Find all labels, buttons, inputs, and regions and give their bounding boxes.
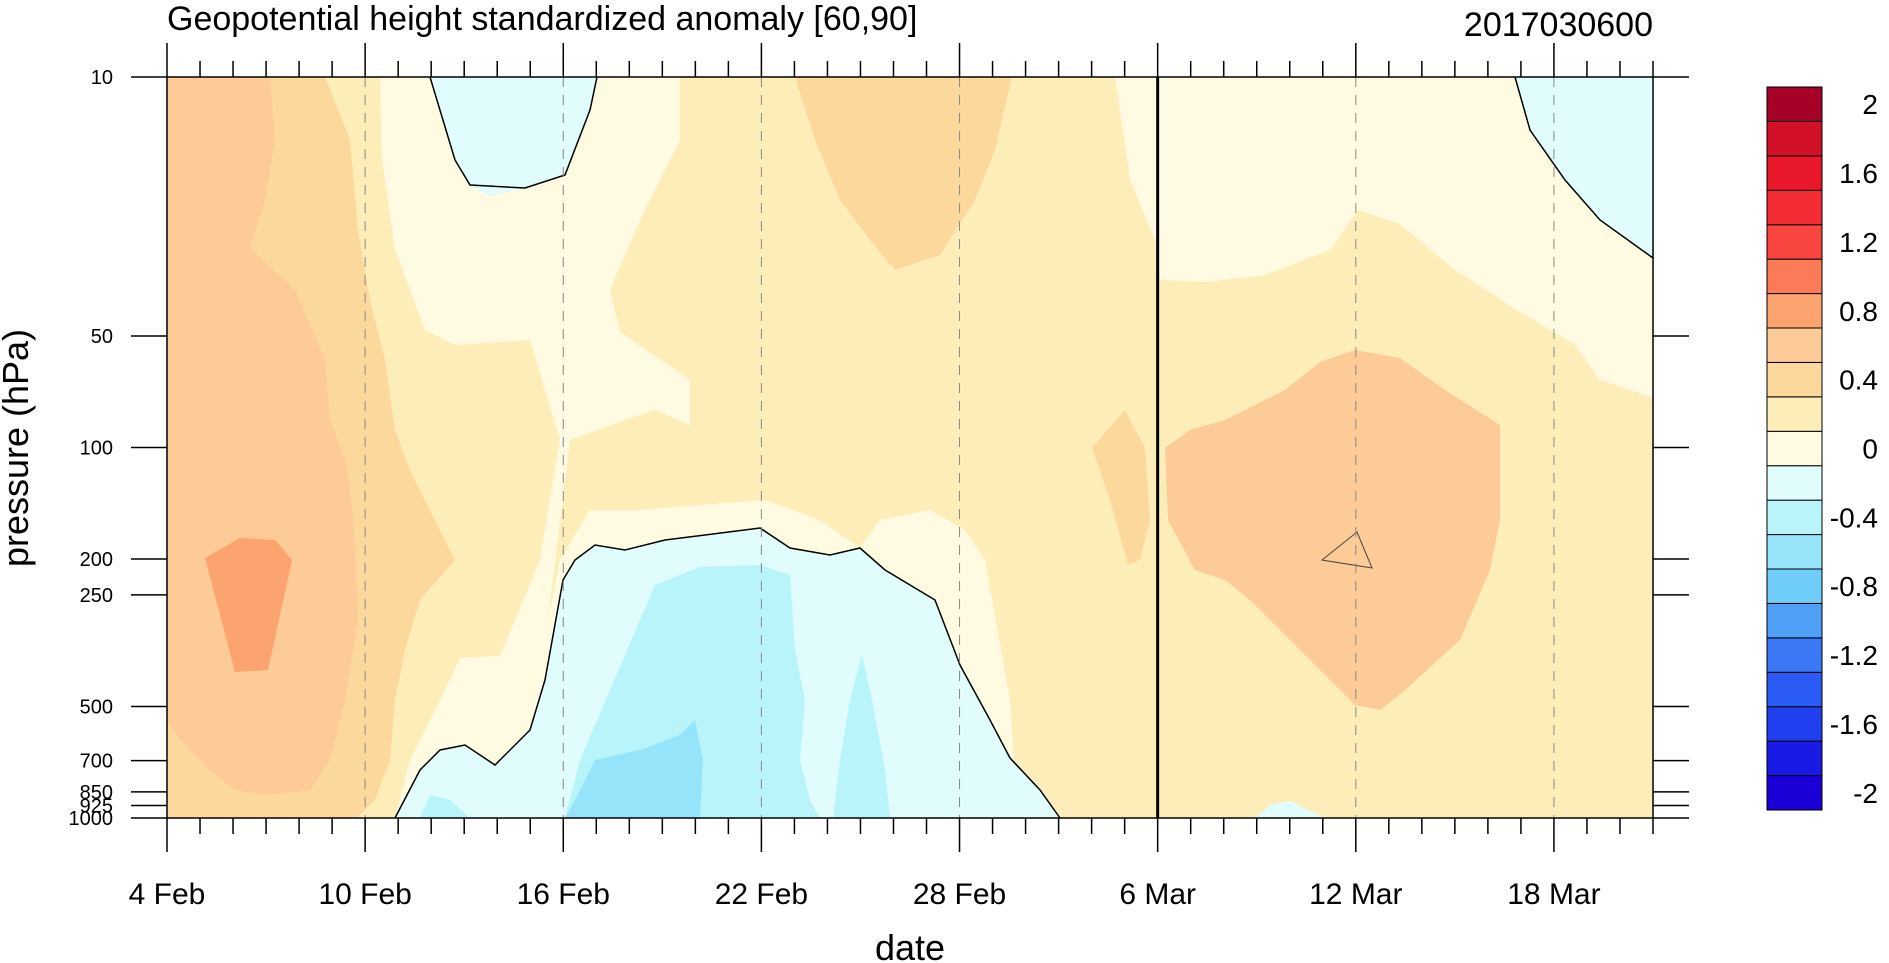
contour-band-neg0.2-to-0-top	[430, 77, 597, 196]
colorbar-label: 1.6	[1839, 158, 1878, 189]
colorbar-swatch	[1766, 430, 1823, 467]
y-axis-label: pressure (hPa)	[0, 329, 36, 567]
chart-date-stamp: 2017030600	[1464, 6, 1653, 44]
contour-band-neg0.2-to-0-small	[1255, 801, 1325, 818]
x-tick-label: 18 Mar	[1507, 878, 1600, 911]
x-tick-label: 22 Feb	[715, 878, 808, 911]
y-tick-label: 1000	[69, 808, 114, 830]
colorbar-label: -1.2	[1830, 640, 1878, 671]
contour-field	[167, 77, 1653, 818]
contour-line-topright	[1514, 77, 1653, 259]
contour-band-0.4-to-0.6-triangle	[1320, 531, 1373, 569]
colorbar-label: 0.8	[1839, 296, 1878, 327]
y-tick-label: 10	[91, 67, 113, 89]
colorbar-swatch	[1766, 120, 1823, 157]
y-tick-label: 500	[80, 696, 113, 718]
colorbar-label: -2	[1853, 778, 1878, 809]
colorbar-swatch	[1766, 361, 1823, 398]
colorbar-swatch	[1766, 637, 1823, 673]
colorbar-label: -1.6	[1830, 709, 1878, 740]
y-tick-label: 850	[80, 782, 113, 804]
contour-band-0.4-to-0.6-narrow	[1092, 410, 1150, 565]
colorbar-label: 2	[1862, 89, 1878, 120]
colorbar-swatch	[1766, 499, 1823, 536]
colorbar-label: 0	[1862, 434, 1878, 465]
contour-band-0.6-to-0.8-west	[167, 77, 358, 795]
x-tick-label: 28 Feb	[913, 878, 1006, 911]
contour-band-0.4-to-0.6-top	[795, 77, 1012, 270]
x-tick-label: 4 Feb	[129, 878, 206, 911]
contour-band-neg0.4-to-neg0.2-c	[420, 795, 470, 818]
colorbar-swatch	[1766, 740, 1823, 777]
contour-band-neg0.6-to-neg0.4	[565, 720, 703, 818]
colorbar: 2 1.6 1.2 0.8 0.4 0 -0.4 -0.8 -1.2 -1.6 -2	[1766, 86, 1878, 811]
x-tick-label: 6 Mar	[1119, 878, 1196, 911]
colorbar-swatch	[1766, 671, 1823, 708]
colorbar-swatch	[1766, 465, 1823, 501]
contour-line-lower	[394, 527, 1061, 818]
colorbar-swatch	[1766, 224, 1823, 260]
colorbar-swatch	[1766, 327, 1823, 363]
y-tick-label: 200	[80, 549, 113, 571]
colorbar-swatch	[1766, 775, 1823, 811]
colorbar-label: 0.4	[1839, 365, 1878, 396]
colorbar-swatch	[1766, 189, 1823, 226]
colorbar-label: 1.2	[1839, 227, 1878, 258]
contour-band-0.4-to-0.6-east	[1165, 350, 1500, 710]
x-ticks: 4 Feb 10 Feb 16 Feb 22 Feb 28 Feb 6 Mar 12 Mar…	[129, 43, 1654, 911]
x-tick-label: 16 Feb	[517, 878, 610, 911]
colorbar-swatch	[1766, 602, 1823, 639]
colorbar-swatch	[1766, 706, 1823, 742]
y-tick-label: 100	[80, 438, 113, 460]
x-axis-label: date	[875, 927, 945, 963]
contour-line-top	[429, 77, 598, 189]
y-tick-label: 925	[80, 795, 113, 817]
colorbar-swatch	[1766, 258, 1823, 295]
colorbar-swatch	[1766, 396, 1823, 432]
x-tick-label: 12 Mar	[1309, 878, 1402, 911]
colorbar-swatch	[1766, 534, 1823, 570]
contour-band-0.8-to-1.0	[205, 538, 292, 672]
chart-title: Geopotential height standardized anomaly…	[167, 0, 917, 38]
contour-band-neg0.4-to-neg0.2-b	[833, 655, 890, 818]
x-tick-label: 10 Feb	[318, 878, 411, 911]
colorbar-swatch	[1766, 155, 1823, 191]
colorbar-swatch	[1766, 86, 1823, 122]
colorbar-label: -0.8	[1830, 571, 1878, 602]
y-tick-label: 50	[91, 326, 113, 348]
contour-band-neg0.2-to-0-topright	[1515, 77, 1653, 258]
y-tick-label: 700	[80, 751, 113, 773]
colorbar-label: -0.4	[1830, 502, 1878, 533]
y-tick-label: 250	[80, 585, 113, 607]
colorbar-swatch	[1766, 293, 1823, 329]
colorbar-swatch	[1766, 568, 1823, 604]
